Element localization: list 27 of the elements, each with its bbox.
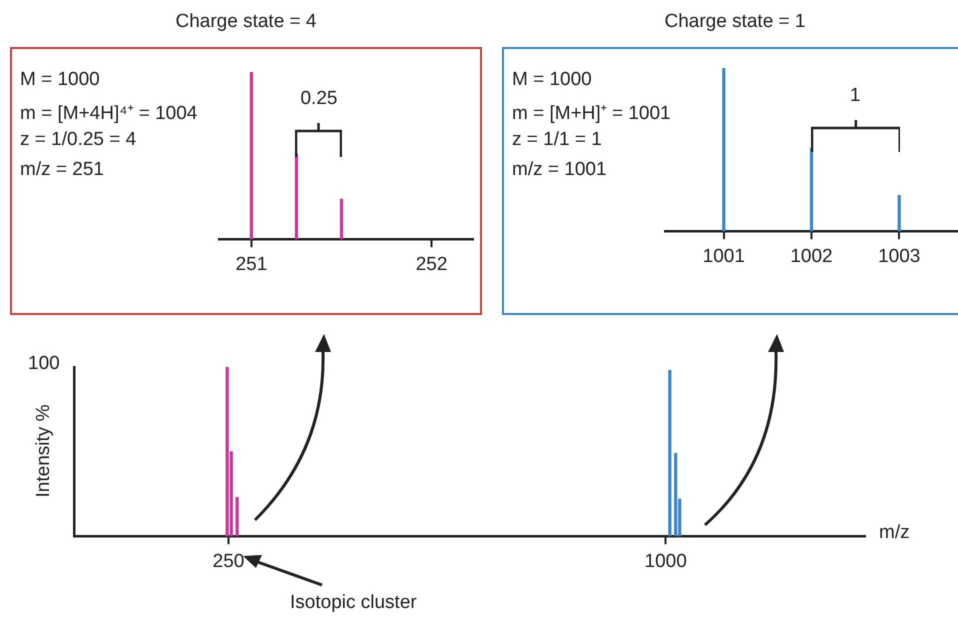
text: M = 1000	[512, 69, 592, 91]
chart-title: Charge state = 1	[663, 11, 806, 33]
bar	[236, 496, 239, 536]
x-tick-label: 250	[212, 550, 244, 572]
bar	[674, 452, 678, 536]
x-tick-label: 251	[236, 254, 268, 275]
bar	[668, 370, 672, 536]
annotation: 0.25	[300, 88, 338, 110]
text: m/z = 251	[20, 159, 104, 181]
text: z = 1/0.25 = 4	[20, 129, 136, 151]
y-axis-title: Intensity %	[33, 404, 55, 498]
chart-title: Charge state = 4	[174, 11, 318, 33]
x-tick-label: 1002	[790, 246, 833, 267]
x-tick-label: 252	[416, 254, 448, 275]
text: m = [M+4H]⁴⁺ = 1004	[20, 102, 198, 125]
text: Isotopic cluster	[290, 592, 417, 614]
annotation: m = [M+H]⁺ = 1001	[512, 102, 671, 125]
x-tick-label: 1001	[702, 246, 745, 267]
text: m/z = 1001	[512, 159, 607, 181]
text: 100	[28, 353, 60, 375]
x-tick-label: 1003	[878, 246, 920, 267]
x-axis-title: m/z	[879, 522, 910, 544]
bar	[226, 367, 229, 536]
x-tick-label: 1000	[644, 550, 687, 572]
text: M = 1000	[20, 69, 100, 91]
text: z = 1/1 = 1	[512, 129, 602, 151]
annotation: 1	[850, 85, 860, 107]
